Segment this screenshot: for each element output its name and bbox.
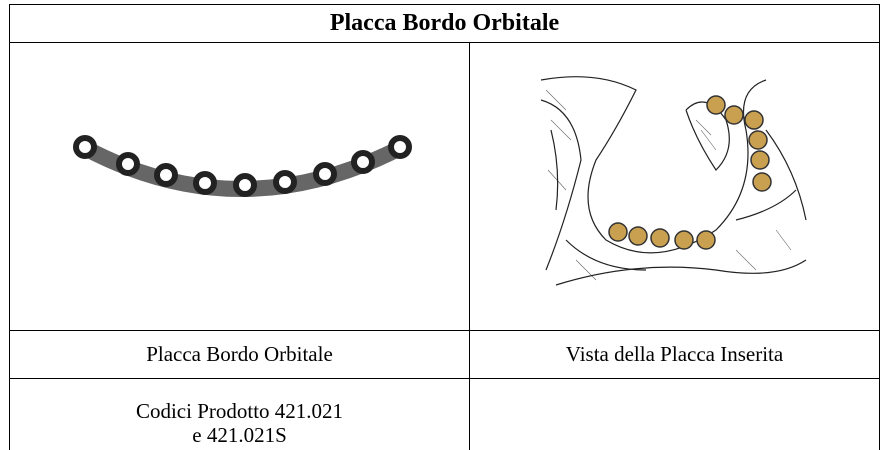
border [9, 4, 10, 450]
border [9, 378, 880, 379]
border [9, 4, 880, 5]
table-title: Placca Bordo Orbitale [329, 10, 560, 36]
product-codes: e 421.021S [192, 423, 287, 447]
border [9, 330, 880, 331]
product-codes: Codici Prodotto 421.021 [135, 399, 344, 423]
border [879, 4, 880, 450]
caption: Vista della Placca Inserita [565, 342, 784, 366]
inserted-plate-image [540, 76, 807, 286]
border [9, 42, 880, 43]
border [469, 42, 470, 450]
caption: Placca Bordo Orbitale [146, 342, 333, 366]
plate-image [73, 135, 412, 197]
